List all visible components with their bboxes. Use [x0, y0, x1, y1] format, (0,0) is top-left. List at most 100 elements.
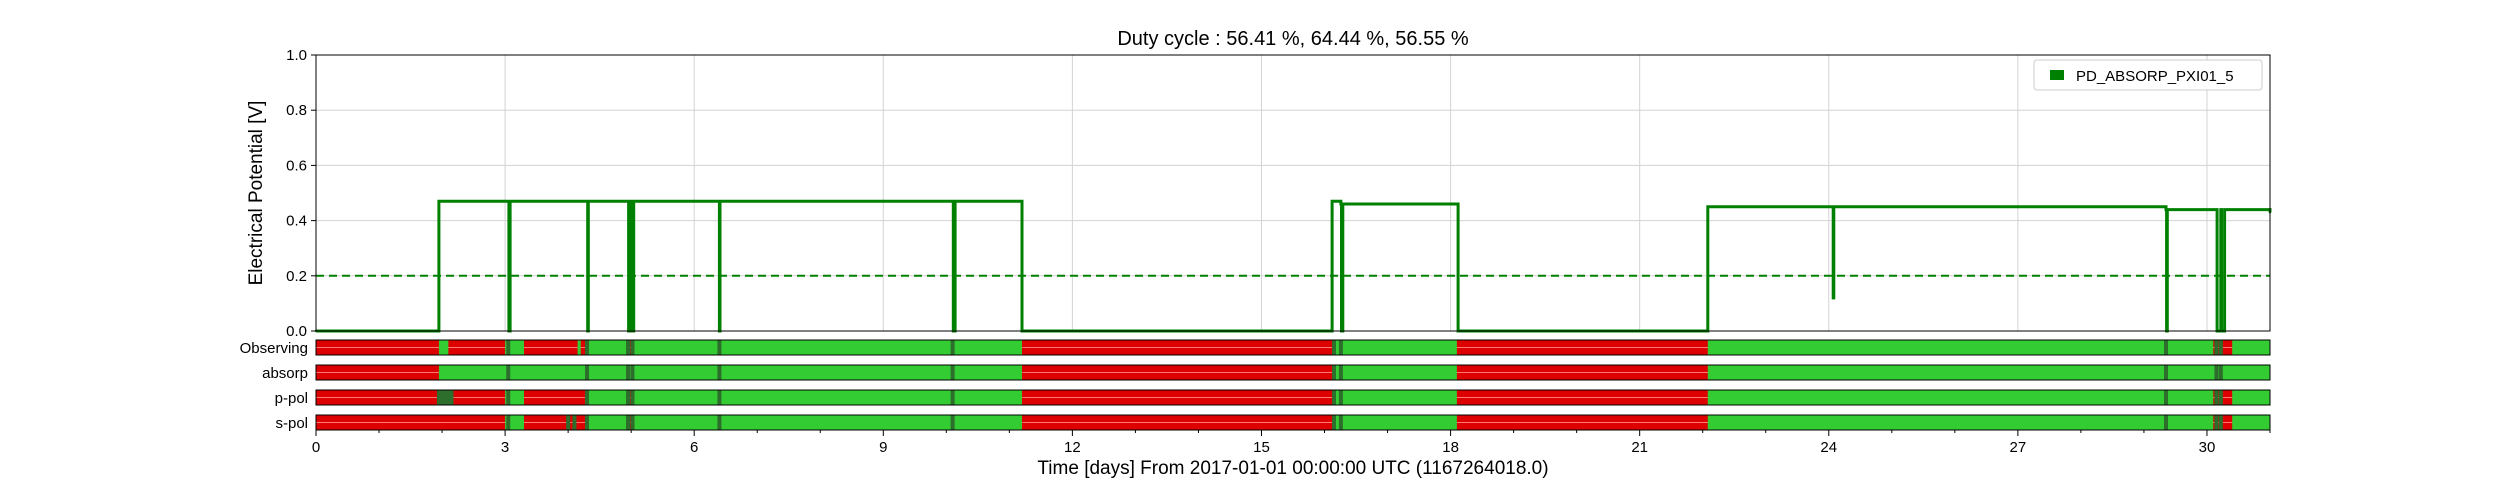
- state-row-label: absorp: [262, 365, 308, 382]
- y-tick-label: 0.8: [286, 102, 307, 119]
- data-point: [507, 200, 510, 203]
- state-flag-marker: [2214, 415, 2219, 430]
- state-flag-marker: [446, 390, 451, 405]
- state-flag-marker: [1338, 415, 1343, 430]
- state-flag-marker: [717, 415, 722, 430]
- x-tick-label: 21: [1631, 439, 1648, 456]
- y-tick-label: 1.0: [286, 47, 307, 64]
- x-axis-label: Time [days] From 2017-01-01 00:00:00 UTC…: [1037, 458, 1548, 479]
- state-row-frame: [315, 339, 2271, 356]
- state-flag-marker: [2218, 390, 2223, 405]
- data-point: [587, 200, 590, 203]
- x-tick-label: 12: [1064, 439, 1081, 456]
- state-segment-active: [634, 340, 1022, 355]
- state-flag-marker: [626, 415, 631, 430]
- state-flag-marker: [950, 365, 955, 380]
- data-point: [1832, 205, 1836, 208]
- legend: PD_ABSORP_PXI01_5: [2033, 59, 2263, 91]
- data-point: [2166, 208, 2169, 211]
- state-segment-active: [2232, 340, 2270, 355]
- state-flag-marker: [1338, 365, 1343, 380]
- state-row: s-pol: [275, 414, 2271, 432]
- state-segment-active: [577, 340, 581, 355]
- data-point: [2215, 208, 2218, 211]
- state-flag-marker: [1331, 415, 1336, 430]
- state-flag-marker: [572, 415, 577, 430]
- data-point: [1455, 202, 1459, 206]
- state-flag-marker: [2163, 365, 2168, 380]
- data-point: [629, 200, 633, 203]
- x-tick-label: 27: [2010, 439, 2027, 456]
- y-tick-label: 0.0: [286, 323, 307, 340]
- data-point: [953, 200, 957, 203]
- state-flag-marker: [630, 340, 635, 355]
- state-row-label: s-pol: [275, 415, 308, 432]
- data-point: [718, 200, 722, 203]
- state-segment-active: [438, 365, 1022, 380]
- y-tick-label: 0.2: [286, 268, 307, 285]
- state-flag-marker: [630, 365, 635, 380]
- data-point: [1330, 200, 1334, 203]
- plot-frame: [315, 54, 2271, 332]
- state-flag-marker: [1338, 340, 1343, 355]
- state-segment-active: [587, 415, 629, 430]
- state-flag-marker: [506, 390, 511, 405]
- state-flag-marker: [2214, 390, 2219, 405]
- state-rows: Observing absorp p-pol s-pol: [240, 339, 2271, 432]
- state-flag-marker: [950, 415, 955, 430]
- data-point: [1339, 202, 1343, 206]
- state-flag-marker: [443, 390, 448, 405]
- state-flag-marker: [585, 365, 590, 380]
- state-segment-active: [1332, 415, 1457, 430]
- data-point: [1831, 296, 1835, 300]
- state-segment-active: [1332, 365, 1457, 380]
- state-flag-marker: [1338, 390, 1343, 405]
- x-tick-label: 6: [690, 439, 698, 456]
- x-axis-ticks: 0 3 6 9 12 15 18 21 24 27 30: [312, 429, 2271, 456]
- data-point: [508, 200, 512, 203]
- state-row: Observing: [240, 339, 2271, 357]
- state-flag-marker: [506, 365, 511, 380]
- state-flag-marker: [717, 390, 722, 405]
- state-segment-active: [587, 340, 629, 355]
- y-tick-label: 0.6: [286, 157, 307, 174]
- data-point: [2219, 208, 2223, 211]
- y-axis-label: Electrical Potential [V]: [246, 101, 267, 286]
- state-flag-marker: [626, 340, 631, 355]
- x-tick-label: 15: [1253, 439, 1270, 456]
- state-flag-marker: [626, 390, 631, 405]
- state-flag-marker: [436, 390, 441, 405]
- state-segment-active: [1707, 340, 2214, 355]
- state-flag-marker: [566, 415, 571, 430]
- y-tick-label: 0.4: [286, 213, 307, 230]
- data-point: [1706, 205, 1709, 208]
- x-tick-label: 0: [312, 439, 320, 456]
- state-flag-marker: [2163, 390, 2168, 405]
- legend-label: PD_ABSORP_PXI01_5: [2076, 68, 2234, 85]
- state-segment-active: [1332, 390, 1457, 405]
- state-flag-marker: [630, 415, 635, 430]
- state-flag-marker: [506, 340, 511, 355]
- state-segment-active: [634, 390, 1022, 405]
- state-row-label: p-pol: [275, 390, 308, 407]
- state-segment-active: [634, 415, 1022, 430]
- state-flag-marker: [717, 365, 722, 380]
- data-point: [437, 200, 441, 203]
- data-point: [632, 200, 635, 203]
- state-flag-marker: [449, 390, 454, 405]
- data-point: [951, 200, 954, 203]
- state-flag-marker: [626, 365, 631, 380]
- state-segment-active: [2232, 415, 2270, 430]
- x-tick-label: 3: [501, 439, 509, 456]
- state-flag-marker: [630, 390, 635, 405]
- state-flag-marker: [2163, 340, 2168, 355]
- state-row: absorp: [262, 364, 2271, 382]
- chart-title: Duty cycle : 56.41 %, 64.44 %, 56.55 %: [1117, 28, 1469, 50]
- state-flag-marker: [585, 415, 590, 430]
- state-segment-active: [1707, 390, 2214, 405]
- state-segment-active: [438, 340, 449, 355]
- state-flag-marker: [2214, 340, 2219, 355]
- data-point: [1019, 200, 1022, 203]
- state-segment-active: [1707, 365, 2270, 380]
